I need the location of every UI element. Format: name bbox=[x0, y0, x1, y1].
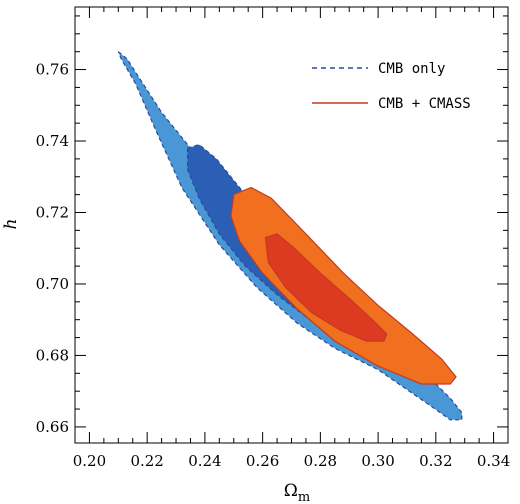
y-axis-label: h bbox=[1, 219, 21, 230]
contour-cmb-cmass-outer bbox=[230, 186, 457, 385]
y-tick-label: 0.76 bbox=[36, 61, 69, 79]
x-tick-label: 0.22 bbox=[130, 452, 163, 470]
legend: CMB only CMB + CMASS bbox=[312, 61, 471, 112]
x-axis-label-symbol: Ω bbox=[284, 481, 298, 501]
x-tick-label: 0.30 bbox=[361, 452, 394, 470]
y-tick-label: 0.70 bbox=[36, 275, 69, 293]
x-tick-label: 0.20 bbox=[73, 452, 106, 470]
axis-tick-labels: 0.20 0.22 0.24 0.26 0.28 0.30 0.32 0.34 0.66 0.68… bbox=[36, 61, 511, 470]
contour-cmb-cmass-inner bbox=[264, 233, 388, 342]
x-tick-label: 0.26 bbox=[246, 452, 279, 470]
y-tick-label: 0.68 bbox=[36, 346, 69, 364]
legend-label-cmb-cmass: CMB + CMASS bbox=[378, 96, 471, 112]
legend-label-cmb-only: CMB only bbox=[378, 61, 445, 77]
contour-regions bbox=[117, 51, 463, 421]
x-tick-label: 0.32 bbox=[419, 452, 452, 470]
axis-ticks bbox=[75, 7, 508, 443]
x-tick-label: 0.28 bbox=[304, 452, 337, 470]
y-tick-label: 0.74 bbox=[36, 132, 69, 150]
x-axis-label: Ωm bbox=[284, 481, 310, 504]
x-tick-label: 0.34 bbox=[477, 452, 510, 470]
y-tick-label: 0.72 bbox=[36, 203, 69, 221]
x-tick-label: 0.24 bbox=[188, 452, 221, 470]
x-axis-label-subscript: m bbox=[298, 490, 310, 504]
y-tick-label: 0.66 bbox=[36, 418, 69, 436]
